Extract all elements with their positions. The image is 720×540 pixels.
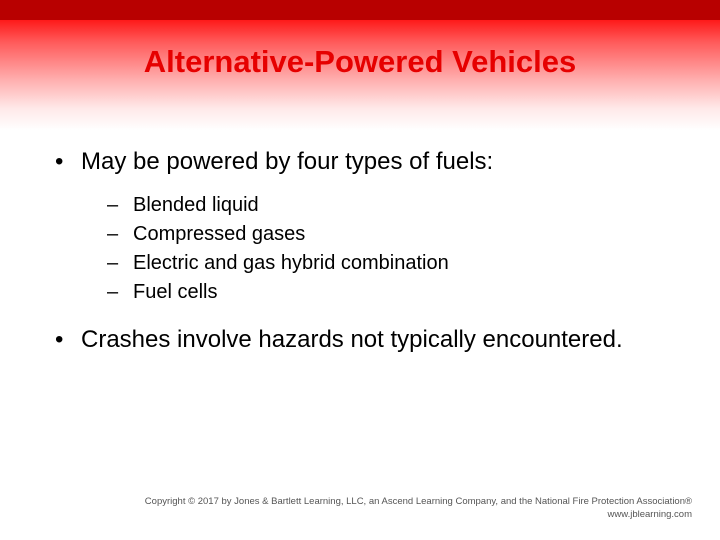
top-bar xyxy=(0,0,720,20)
slide-title: Alternative-Powered Vehicles xyxy=(144,44,576,80)
footer: Copyright © 2017 by Jones & Bartlett Lea… xyxy=(145,496,692,522)
bullet-level2: – Compressed gases xyxy=(107,223,665,246)
bullet-text: Crashes involve hazards not typically en… xyxy=(81,326,623,354)
dash-icon: – xyxy=(107,281,133,304)
dash-icon: – xyxy=(107,223,133,246)
slide: Alternative-Powered Vehicles • May be po… xyxy=(0,0,720,540)
footer-url: www.jblearning.com xyxy=(145,509,692,522)
content-area: • May be powered by four types of fuels:… xyxy=(0,130,720,354)
sub-bullet-text: Electric and gas hybrid combination xyxy=(133,252,449,275)
bullet-dot-icon: • xyxy=(55,326,81,354)
bullet-level2: – Electric and gas hybrid combination xyxy=(107,252,665,275)
bullet-level1: • May be powered by four types of fuels: xyxy=(55,148,665,176)
bullet-level2: – Blended liquid xyxy=(107,194,665,217)
dash-icon: – xyxy=(107,194,133,217)
sub-bullet-text: Compressed gases xyxy=(133,223,305,246)
header-gradient: Alternative-Powered Vehicles xyxy=(0,20,720,130)
sub-bullet-text: Fuel cells xyxy=(133,281,217,304)
sub-bullet-group: – Blended liquid – Compressed gases – El… xyxy=(107,194,665,304)
bullet-level2: – Fuel cells xyxy=(107,281,665,304)
bullet-level1: • Crashes involve hazards not typically … xyxy=(55,326,665,354)
copyright-text: Copyright © 2017 by Jones & Bartlett Lea… xyxy=(145,496,692,509)
bullet-dot-icon: • xyxy=(55,148,81,176)
bullet-text: May be powered by four types of fuels: xyxy=(81,148,493,176)
sub-bullet-text: Blended liquid xyxy=(133,194,259,217)
dash-icon: – xyxy=(107,252,133,275)
